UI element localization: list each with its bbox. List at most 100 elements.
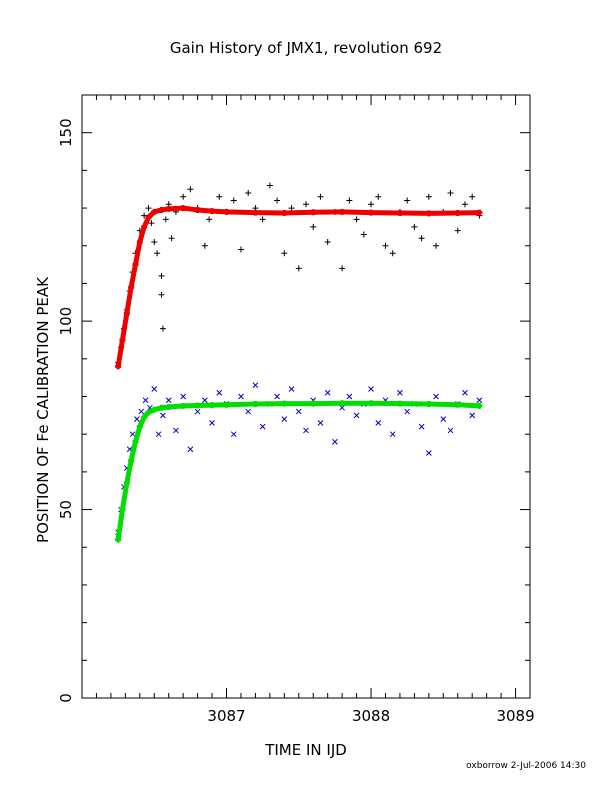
data-point xyxy=(138,408,145,415)
data-point xyxy=(274,393,280,400)
fit-curve-series xyxy=(115,400,483,543)
data-point xyxy=(360,231,367,238)
data-point xyxy=(353,216,360,223)
data-point xyxy=(259,216,266,223)
data-point xyxy=(447,189,454,196)
data-point xyxy=(440,416,447,422)
data-point xyxy=(237,246,244,253)
footer-credit: oxborrow 2-Jul-2006 14:30 xyxy=(466,761,586,771)
chart-title: Gain History of JMX1, revolution 692 xyxy=(170,39,442,57)
data-point xyxy=(187,446,194,453)
x-tick-label: 3087 xyxy=(207,707,245,725)
data-point xyxy=(375,193,382,200)
data-point xyxy=(245,408,252,415)
data-point xyxy=(187,186,194,193)
data-point xyxy=(332,438,338,445)
data-point xyxy=(274,197,281,204)
data-point xyxy=(397,389,403,396)
data-point xyxy=(469,193,476,200)
data-point xyxy=(469,412,476,419)
data-point xyxy=(303,201,309,208)
y-axis-label: POSITION OF Fe CALIBRATION PEAK xyxy=(34,276,52,543)
data-point xyxy=(339,404,345,411)
data-point xyxy=(194,408,201,415)
data-point xyxy=(404,408,411,415)
data-point xyxy=(155,431,162,438)
data-point xyxy=(339,265,346,272)
data-point xyxy=(281,250,288,257)
data-point xyxy=(180,193,187,200)
y-tick-label: 0 xyxy=(57,693,75,703)
y-tick-label: 100 xyxy=(57,307,75,336)
fit-curve-line xyxy=(115,205,480,367)
data-point xyxy=(134,416,140,422)
data-point xyxy=(141,212,148,219)
data-point xyxy=(461,201,468,208)
data-point xyxy=(230,197,237,204)
data-point xyxy=(425,450,432,456)
data-point xyxy=(288,205,295,212)
data-point xyxy=(160,412,166,419)
data-point xyxy=(324,389,331,396)
data-point xyxy=(154,250,161,257)
data-point xyxy=(216,193,223,200)
data-point xyxy=(159,325,166,332)
data-point xyxy=(324,238,331,245)
data-point xyxy=(295,408,302,415)
data-point xyxy=(454,227,461,234)
data-point xyxy=(173,427,179,434)
data-point xyxy=(245,189,252,196)
data-point xyxy=(288,386,295,392)
data-point xyxy=(346,393,353,400)
x-tick-label: 3089 xyxy=(496,707,534,725)
data-point xyxy=(151,386,158,392)
y-tick-label: 150 xyxy=(57,118,75,147)
axis-ticks: 3087 3088 3089 0 50 100 150 xyxy=(57,94,535,725)
data-point xyxy=(425,193,432,200)
data-point xyxy=(158,291,165,298)
data-point xyxy=(206,216,213,223)
data-point xyxy=(389,431,396,438)
data-point xyxy=(165,397,172,404)
data-point xyxy=(382,242,389,249)
data-point xyxy=(295,265,302,272)
data-point xyxy=(201,397,208,404)
data-point xyxy=(216,389,223,396)
data-point xyxy=(447,427,454,434)
data-point xyxy=(303,427,309,434)
x-axis-label: TIME IN IJD xyxy=(264,741,347,759)
data-point xyxy=(209,420,215,426)
data-point xyxy=(158,272,165,279)
data-point xyxy=(411,223,418,230)
data-point xyxy=(462,389,468,396)
fit-curve-series xyxy=(115,205,483,370)
data-point xyxy=(404,197,411,204)
data-point xyxy=(129,431,136,438)
data-point xyxy=(353,412,360,419)
data-marks xyxy=(115,182,483,543)
data-point xyxy=(252,382,259,389)
data-point xyxy=(281,416,288,422)
data-point xyxy=(375,420,382,426)
data-point xyxy=(238,393,244,400)
data-point xyxy=(418,235,425,242)
data-point xyxy=(162,216,169,223)
data-point xyxy=(168,235,175,242)
data-point xyxy=(433,242,440,249)
data-point xyxy=(180,393,187,400)
data-point xyxy=(317,420,324,426)
data-point xyxy=(142,397,149,404)
data-point xyxy=(201,242,208,249)
x-tick-label: 3088 xyxy=(352,707,390,725)
data-point xyxy=(145,205,152,212)
data-point xyxy=(259,423,266,430)
data-point xyxy=(317,193,324,200)
data-point xyxy=(230,431,237,438)
plot-frame xyxy=(81,94,531,699)
data-point xyxy=(433,393,439,400)
data-point xyxy=(151,238,158,245)
data-point xyxy=(266,182,273,189)
data-point xyxy=(310,223,317,230)
y-tick-label: 50 xyxy=(57,500,75,519)
